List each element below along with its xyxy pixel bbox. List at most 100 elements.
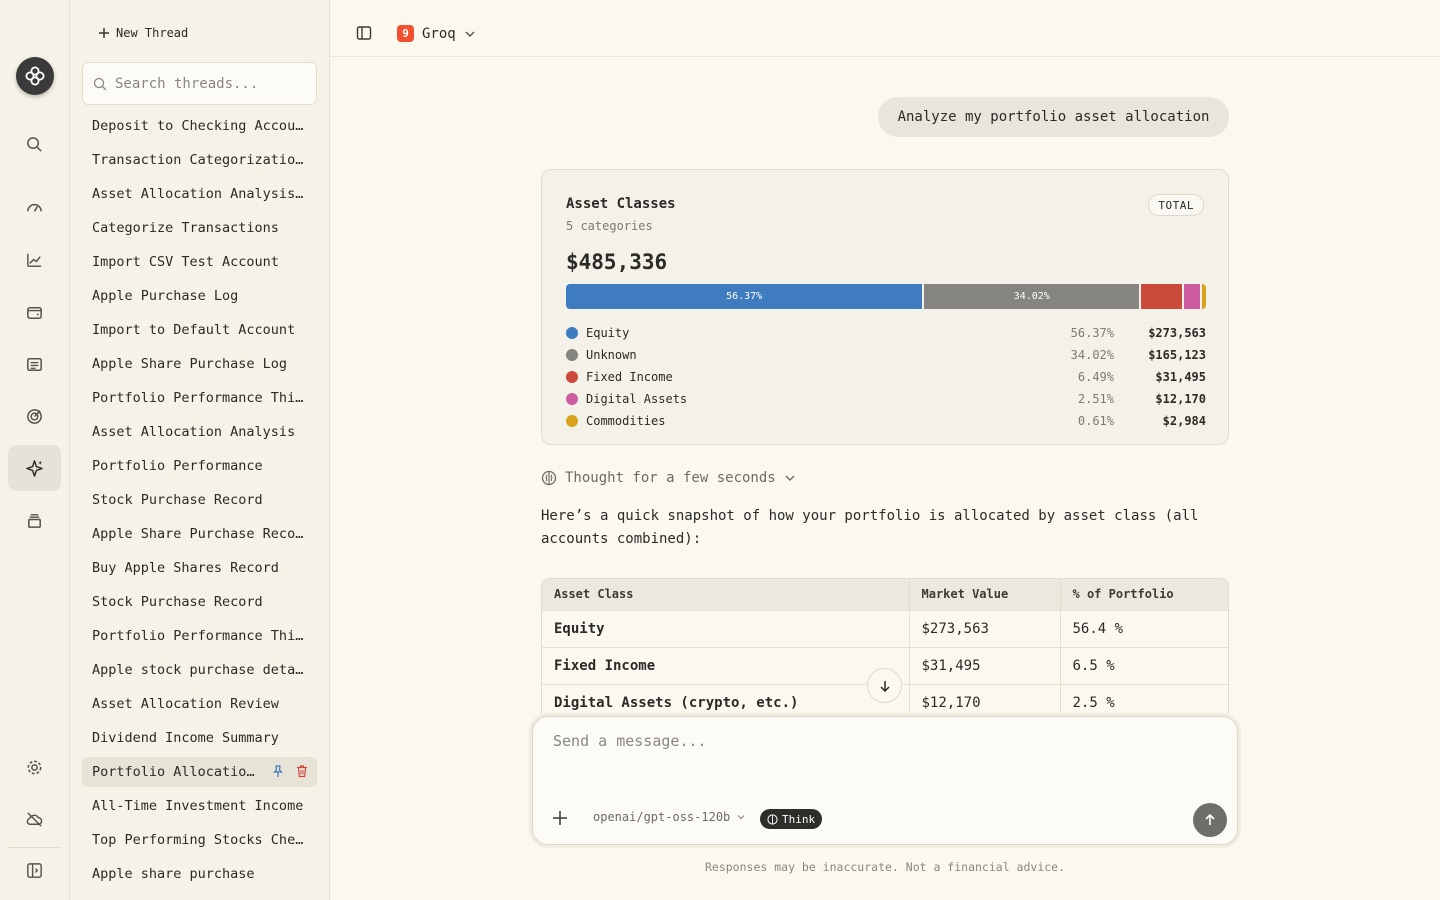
chevron-down-icon	[465, 31, 475, 37]
allocation-table: Asset Class Market Value % of Portfolio …	[542, 579, 1228, 714]
thread-item-label: Import to Default Account	[92, 322, 296, 338]
thread-item[interactable]: All-Time Investment Income	[82, 791, 317, 821]
app-logo[interactable]	[16, 57, 54, 95]
rail-transactions-button[interactable]	[8, 341, 61, 387]
model-selector[interactable]: openai/gpt-oss-120b	[593, 810, 746, 824]
rail-dashboard-button[interactable]	[8, 184, 61, 230]
sidebar-expand-icon	[27, 862, 42, 878]
table-header-cell: % of Portfolio	[1060, 579, 1228, 610]
thread-item[interactable]: Apple stock purchase details	[82, 655, 317, 685]
rail-wallet-button[interactable]	[8, 289, 61, 335]
thread-item[interactable]: Categorize Transactions	[82, 213, 317, 243]
layers-icon	[28, 513, 41, 528]
card-subtitle: 5 categories	[566, 219, 653, 233]
thread-item-label: Portfolio Allocation Overview	[92, 764, 262, 780]
legend-label: Digital Assets	[586, 392, 688, 406]
legend-value: $165,123	[1148, 348, 1206, 362]
allocation-bar-segment[interactable]	[1184, 284, 1201, 309]
receipt-list-icon	[27, 357, 42, 371]
thread-search-placeholder[interactable]: Search threads...	[115, 75, 259, 92]
thread-item[interactable]: Portfolio Performance This Year	[82, 383, 317, 413]
allocation-bar-segment[interactable]: 34.02%	[924, 284, 1140, 309]
target-icon	[27, 408, 42, 424]
thread-item-label: Dividend Income Summary	[92, 730, 279, 746]
gear-icon	[27, 760, 42, 774]
cloud-off-icon	[26, 811, 43, 827]
send-button[interactable]	[1193, 803, 1227, 837]
thread-item[interactable]: Stock Purchase Record	[82, 587, 317, 617]
rail-expand-sidebar-button[interactable]	[8, 847, 61, 893]
think-label: Think	[782, 812, 816, 826]
thought-label: Thought for a few seconds	[565, 470, 776, 486]
rail-assistant-button[interactable]	[8, 445, 61, 491]
thread-item[interactable]: Portfolio Performance	[82, 451, 317, 481]
thread-item[interactable]: Import to Default Account	[82, 315, 317, 345]
thread-item[interactable]: Portfolio Performance This Month	[82, 621, 317, 651]
rail-settings-button[interactable]	[8, 744, 61, 790]
rail-performance-button[interactable]	[8, 237, 61, 283]
plus-icon	[99, 28, 109, 38]
thread-item[interactable]: Portfolio Allocation Overview	[82, 757, 317, 787]
allocation-bar-segment[interactable]: 56.37%	[566, 284, 923, 309]
total-badge[interactable]: TOTAL	[1148, 194, 1204, 216]
thread-item[interactable]: Deposit to Checking Account	[82, 111, 317, 141]
thread-item[interactable]: Transaction Categorization Request	[82, 145, 317, 175]
rail-stack-button[interactable]	[8, 497, 61, 543]
thread-item[interactable]: Apple Share Purchase Log	[82, 349, 317, 379]
thread-item[interactable]: Buy Apple Shares Record	[82, 553, 317, 583]
arrow-down-icon	[879, 680, 890, 692]
think-toggle[interactable]: Think	[760, 809, 823, 829]
table-cell: Equity	[542, 609, 910, 647]
thread-item-label: Asset Allocation Review	[92, 696, 279, 712]
rail-search-button[interactable]	[8, 121, 61, 167]
thread-item-label: Portfolio Performance This Month	[92, 628, 304, 644]
thread-search-box[interactable]: Search threads...	[82, 62, 317, 105]
legend-color-dot	[566, 393, 578, 405]
legend-value: $273,563	[1148, 326, 1206, 340]
thread-item-label: Transaction Categorization Request	[92, 152, 304, 168]
thread-list: Deposit to Checking Account Transaction C…	[82, 111, 317, 893]
trash-icon[interactable]	[295, 764, 309, 778]
legend-label: Commodities	[586, 414, 666, 428]
chevron-down-icon	[737, 815, 745, 820]
thread-item[interactable]: Apple Share Purchase Record	[82, 519, 317, 549]
thread-item-label: Apple stock purchase details	[92, 662, 304, 678]
thread-item-label: Buy Apple Shares Record	[92, 560, 279, 576]
thread-item[interactable]: Apple Purchase Log	[82, 281, 317, 311]
thread-item[interactable]: Asset Allocation Analysis Request	[82, 179, 317, 209]
thread-item-label: Categorize Transactions	[92, 220, 279, 236]
pin-icon[interactable]	[271, 764, 285, 778]
thread-item[interactable]: Asset Allocation Analysis	[82, 417, 317, 447]
threads-sidebar: New Thread Search threads... Deposit to …	[70, 0, 330, 900]
scroll-to-bottom-button[interactable]	[867, 668, 902, 703]
table-header-cell: Asset Class	[542, 579, 910, 610]
user-message: Analyze my portfolio asset allocation	[878, 97, 1229, 137]
legend-percent: 34.02%	[1070, 348, 1114, 362]
thread-item[interactable]: Apple share purchase	[82, 859, 317, 889]
panel-toggle-icon[interactable]	[356, 25, 372, 41]
allocation-bar-segment[interactable]	[1202, 284, 1206, 309]
attach-plus-icon[interactable]	[551, 809, 569, 827]
new-thread-button[interactable]: New Thread	[98, 26, 188, 40]
icon-rail	[0, 0, 70, 900]
thread-item-label: Apple Purchase Log	[92, 288, 239, 304]
allocation-table-wrapper: Asset Class Market Value % of Portfolio …	[541, 578, 1229, 715]
gauge-icon	[27, 203, 42, 212]
table-cell: 6.5 %	[1060, 646, 1228, 684]
table-cell: $31,495	[909, 646, 1061, 684]
thread-item[interactable]: Stock Purchase Record	[82, 485, 317, 515]
thread-item[interactable]: Import CSV Test Account	[82, 247, 317, 277]
message-input[interactable]	[553, 732, 1213, 750]
thread-item[interactable]: Dividend Income Summary	[82, 723, 317, 753]
asset-classes-card: Asset Classes 5 categories TOTAL $485,33…	[541, 169, 1229, 445]
allocation-bar-segment[interactable]	[1141, 284, 1183, 309]
thread-item-label: Asset Allocation Analysis	[92, 424, 296, 440]
thought-toggle[interactable]: Thought for a few seconds	[541, 470, 796, 486]
thread-item-label: All-Time Investment Income	[92, 798, 304, 814]
provider-selector[interactable]: 9 Groq	[397, 25, 476, 42]
thread-item-label: Apple share purchase	[92, 866, 255, 882]
thread-item[interactable]: Top Performing Stocks Check	[82, 825, 317, 855]
rail-privacy-button[interactable]	[8, 796, 61, 842]
thread-item[interactable]: Asset Allocation Review	[82, 689, 317, 719]
rail-goals-button[interactable]	[8, 393, 61, 439]
